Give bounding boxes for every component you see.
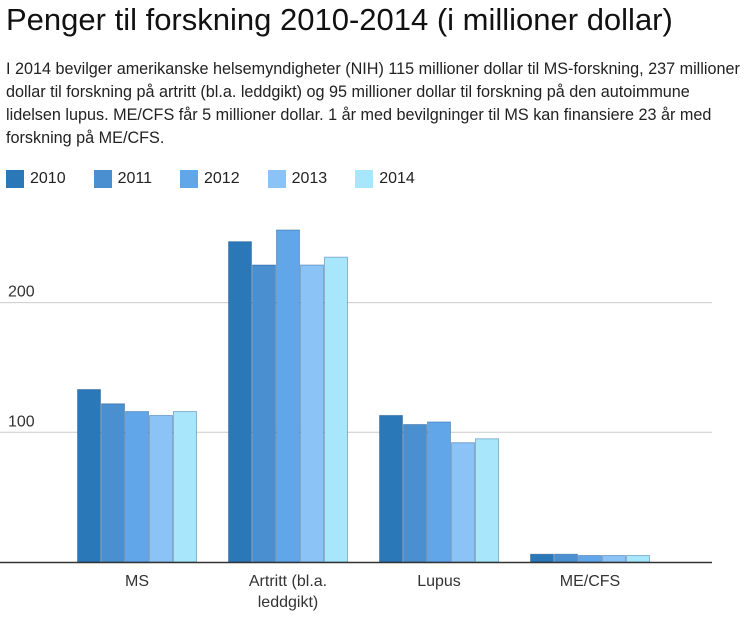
legend-item-2010: 2010 xyxy=(6,170,66,188)
bar-Artritt (bl.a.-2014 xyxy=(324,256,348,563)
bar-Lupus-2013 xyxy=(451,442,475,563)
x-tick-label: Lupus xyxy=(417,573,461,590)
bar-Lupus-2010 xyxy=(379,414,403,563)
bar-Lupus-2011 xyxy=(403,424,427,563)
bar-MS-2013 xyxy=(149,414,173,563)
y-tick-label: 200 xyxy=(8,284,35,301)
bar-ME/CFS-2014 xyxy=(626,555,650,563)
bar-ME/CFS-2010 xyxy=(530,553,554,563)
legend: 2010 2011 2012 2013 2014 xyxy=(6,170,443,188)
chart-description: I 2014 bevilger amerikanske helsemyndigh… xyxy=(6,60,740,147)
legend-label: 2011 xyxy=(117,170,152,187)
bar-Lupus-2014 xyxy=(475,438,499,563)
legend-item-2012: 2012 xyxy=(180,170,240,188)
legend-swatch xyxy=(180,170,198,188)
bar-Lupus-2012 xyxy=(427,421,451,563)
bar-MS-2010 xyxy=(77,388,101,563)
bar-Artritt (bl.a.-2010 xyxy=(228,241,252,563)
bar-Artritt (bl.a.-2012 xyxy=(276,229,300,563)
x-tick-label: MS xyxy=(125,573,149,590)
bar-MS-2014 xyxy=(173,411,197,563)
bar-ME/CFS-2013 xyxy=(602,555,626,563)
legend-label: 2010 xyxy=(30,170,66,187)
chart-title: Penger til forskning 2010-2014 (i millio… xyxy=(6,2,673,37)
legend-label: 2012 xyxy=(204,170,240,187)
legend-label: 2013 xyxy=(291,170,328,187)
bar-MS-2011 xyxy=(101,403,125,563)
legend-label: 2014 xyxy=(379,170,415,187)
x-tick-label: Artritt (bl.a. xyxy=(249,573,327,590)
bar-ME/CFS-2011 xyxy=(554,553,578,563)
x-tick-label: ME/CFS xyxy=(560,573,620,590)
legend-item-2014: 2014 xyxy=(355,170,415,188)
bar-ME/CFS-2012 xyxy=(578,555,602,563)
legend-swatch xyxy=(267,170,286,188)
y-tick-label: 100 xyxy=(8,413,35,430)
bar-MS-2012 xyxy=(125,411,149,563)
legend-item-2013: 2013 xyxy=(267,170,328,188)
bar-Artritt (bl.a.-2011 xyxy=(252,264,276,563)
legend-swatch xyxy=(355,170,374,188)
x-tick-label: leddgikt) xyxy=(258,594,318,611)
legend-swatch xyxy=(6,170,24,188)
bar-Artritt (bl.a.-2013 xyxy=(300,264,324,563)
legend-item-2011: 2011 xyxy=(93,170,152,188)
legend-swatch xyxy=(93,170,112,188)
